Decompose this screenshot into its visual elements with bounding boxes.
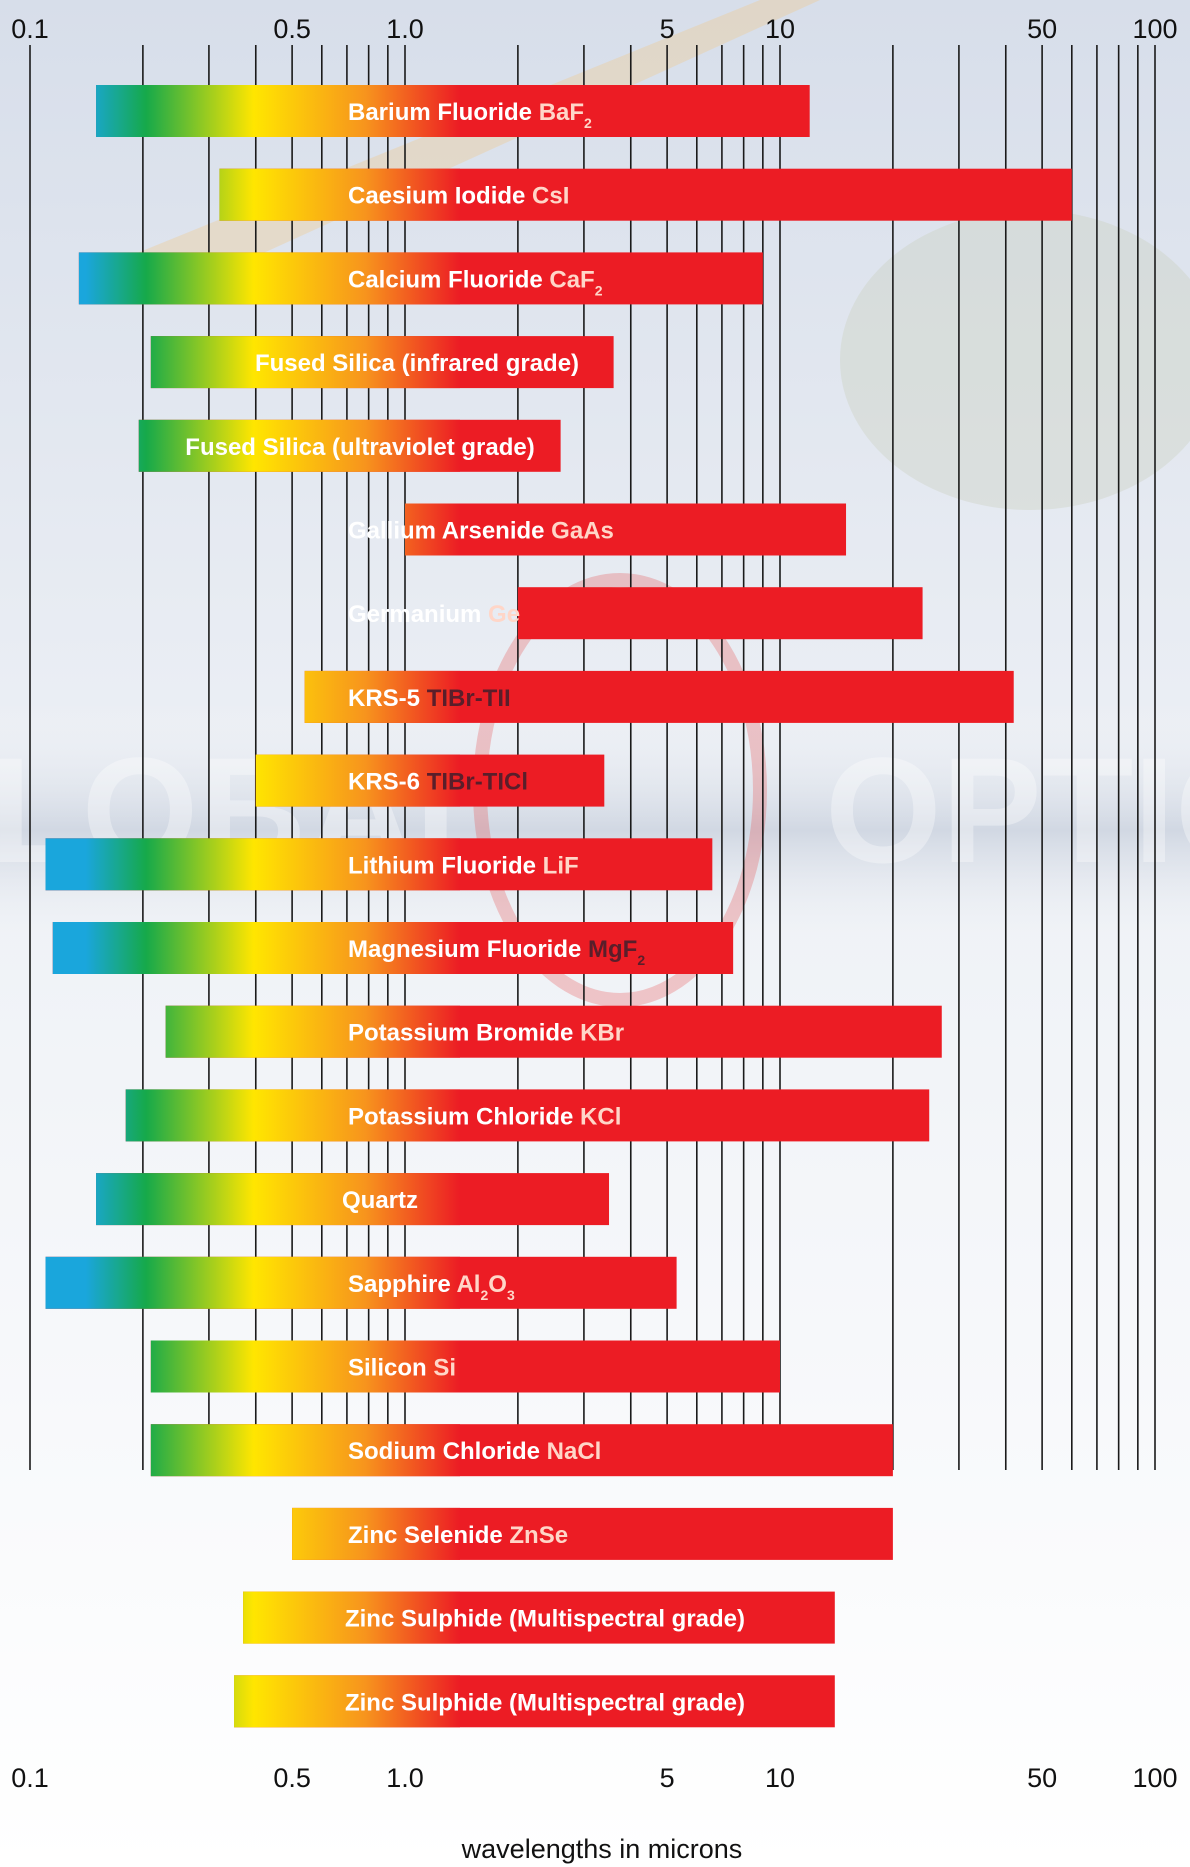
bar-group: [292, 1507, 893, 1560]
bar-spectrum: [78, 252, 461, 305]
bar-formula: ZnSe: [509, 1522, 568, 1549]
bar-formula: KCl: [580, 1103, 621, 1130]
x-axis-label: wavelengths in microns: [461, 1834, 743, 1864]
background-lens: [840, 210, 1190, 510]
bar-label: KRS-5 TIBr-TII: [348, 685, 511, 712]
bar-formula: BaF: [539, 99, 584, 126]
bar-label: Fused Silica (infrared grade): [255, 350, 579, 377]
bar-group: [255, 754, 605, 807]
watermark-right: OPTIC: [825, 726, 1190, 894]
bar-formula: CsI: [532, 183, 569, 210]
bar-labels: Barium Fluoride BaF2 Caesium Iodide CsI Ca…: [185, 99, 745, 1716]
tick-label: 50: [1027, 1763, 1057, 1793]
tick-label: 1.0: [386, 14, 424, 44]
bar-group: [405, 503, 847, 556]
bar-spectrum: [255, 754, 460, 807]
bar-spectrum: [138, 419, 460, 472]
bar-label: Potassium Bromide KBr: [348, 1020, 624, 1047]
bar-label: Zinc Sulphide (Multispectral grade): [345, 1606, 745, 1633]
bars: [45, 85, 1072, 1728]
tick-label: 50: [1027, 14, 1057, 44]
bar-spectrum: [150, 1340, 461, 1393]
bar-group: [165, 1005, 942, 1058]
top-axis: 0.1 0.5 1.0 5 10 50 100: [11, 14, 1177, 44]
tick-label: 0.5: [273, 1763, 311, 1793]
bar-label: Lithium Fluoride LiF: [348, 852, 579, 879]
bar-label: Quartz: [342, 1187, 418, 1214]
tick-label: 0.1: [11, 14, 49, 44]
bar-label: Calcium Fluoride CaF2: [348, 266, 603, 298]
tick-label: 10: [765, 14, 795, 44]
bar-spectrum: [304, 670, 460, 723]
bar-spectrum: [96, 85, 460, 137]
bar-group: [150, 1424, 893, 1477]
bar-group: [243, 1591, 835, 1644]
bar-label: Potassium Chloride KCl: [348, 1103, 621, 1130]
bar-label: Fused Silica (ultraviolet grade): [185, 434, 534, 461]
bar-label: Silicon Si: [348, 1355, 456, 1382]
bar-spectrum: [96, 1173, 460, 1226]
bar-group: [125, 1089, 930, 1142]
bar-group: [45, 1256, 677, 1309]
tick-label: 100: [1132, 1763, 1177, 1793]
bar-group: [45, 838, 713, 891]
bar-label: Germanium Ge: [348, 601, 520, 628]
bar-spectrum: [292, 1507, 460, 1560]
bar-spectrum: [52, 922, 460, 974]
bar-formula: CaF: [549, 266, 594, 293]
bar-formula: LiF: [543, 852, 579, 879]
bar-formula: Al: [456, 1271, 480, 1298]
bottom-axis: 0.1 0.5 1.0 5 10 50 100: [11, 1763, 1177, 1793]
bar-spectrum: [165, 1005, 460, 1058]
bar-group: [96, 1173, 610, 1226]
bar-formula: Ge: [488, 601, 520, 628]
bar-group: [150, 336, 614, 389]
bar-label: KRS-6 TIBr-TICl: [348, 769, 528, 796]
bar-spectrum: [219, 168, 460, 221]
bar-label: Magnesium Fluoride MgF2: [348, 936, 645, 968]
bar-formula: NaCl: [547, 1438, 602, 1465]
bar-label: Sodium Chloride NaCl: [348, 1438, 601, 1465]
bar-formula: KBr: [580, 1020, 624, 1047]
tick-label: 0.5: [273, 14, 311, 44]
bar-spectrum: [405, 503, 460, 556]
bar-spectrum: [45, 838, 461, 891]
bar-label: Zinc Sulphide (Multispectral grade): [345, 1689, 745, 1716]
tick-label: 5: [660, 14, 675, 44]
bar-label: Zinc Selenide ZnSe: [348, 1522, 568, 1549]
bar-spectrum: [125, 1089, 461, 1142]
bar-group: [150, 1340, 781, 1393]
bar-group: [96, 85, 810, 137]
tick-label: 100: [1132, 14, 1177, 44]
bar-formula: MgF: [588, 936, 637, 963]
bar-group: [52, 922, 734, 974]
tick-label: 10: [765, 1763, 795, 1793]
tick-label: 0.1: [11, 1763, 49, 1793]
bar-formula: TIBr-TICl: [427, 769, 528, 796]
bar-formula: TIBr-TII: [427, 685, 511, 712]
bar-spectrum: [234, 1675, 460, 1728]
tick-label: 1.0: [386, 1763, 424, 1793]
bar: [405, 503, 847, 556]
bar-spectrum: [150, 336, 461, 389]
background-streak: [120, 0, 820, 300]
bar-group: [138, 419, 561, 472]
bar: [517, 587, 923, 640]
bar-label: Gallium Arsenide GaAs: [348, 518, 614, 545]
bar-label: Barium Fluoride BaF2: [348, 99, 592, 131]
bar-spectrum: [45, 1256, 461, 1309]
bar-group: [219, 168, 1072, 221]
bar-spectrum: [150, 1424, 461, 1477]
bar-group: [517, 587, 923, 640]
tick-label: 5: [660, 1763, 675, 1793]
bar-formula: GaAs: [551, 518, 614, 545]
bar-spectrum: [243, 1591, 460, 1644]
bar-group: [304, 670, 1014, 723]
bar-group: [234, 1675, 835, 1728]
background-band: [0, 700, 1190, 960]
bar-label: Caesium Iodide CsI: [348, 183, 569, 210]
bar-group: [78, 252, 763, 305]
bar-formula: Si: [433, 1355, 456, 1382]
